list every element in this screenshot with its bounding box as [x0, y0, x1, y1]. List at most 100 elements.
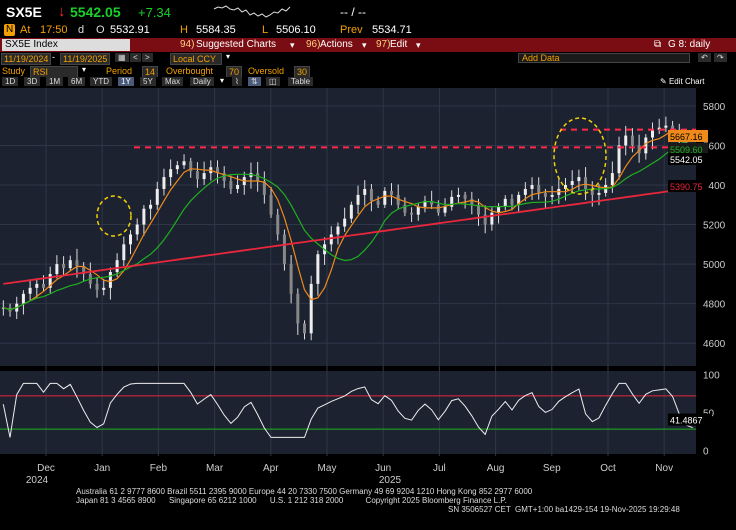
candle-body [664, 125, 668, 128]
arrow-right-icon[interactable]: > [142, 53, 153, 62]
candle-body [75, 260, 79, 267]
candle-body [483, 214, 487, 225]
oversold-label: Oversold [248, 66, 285, 76]
rsi-tick-label: 0 [703, 447, 709, 458]
range-1y-button[interactable]: 1Y [118, 77, 134, 86]
undo-icon[interactable]: ↶ [698, 53, 711, 62]
candle-body [624, 135, 628, 146]
candle-body [175, 165, 179, 170]
candle-body [262, 181, 266, 195]
footer-line-1: Australia 61 2 9777 8600 Brazil 5511 239… [76, 487, 533, 496]
candle-body [269, 194, 273, 215]
year-label: 2025 [379, 475, 402, 486]
d-label: d [78, 24, 85, 36]
month-tick-label: May [318, 463, 337, 474]
month-tick-label: Aug [487, 463, 505, 474]
chevron-down-icon: ▾ [290, 40, 295, 50]
line-style-icon[interactable]: ⌇ [232, 77, 242, 86]
chevron-down-icon: ▾ [362, 40, 367, 50]
start-date-input[interactable]: 11/19/2024 [1, 53, 52, 65]
ma-mid-line [3, 139, 693, 311]
table-button[interactable]: Table [288, 77, 314, 86]
price-tick-label: 5400 [703, 181, 726, 192]
month-tick-label: Jul [433, 463, 446, 474]
candle-body [543, 192, 547, 197]
edit-menu[interactable]: Edit [390, 39, 408, 50]
edit-chart-label: Edit Chart [668, 77, 705, 86]
rsi-line [2, 382, 693, 438]
candle-body [369, 188, 373, 201]
candle-body [403, 204, 407, 213]
candle-body [537, 185, 541, 193]
candle-body [523, 188, 527, 195]
candle-style-icon[interactable]: ⇅ [248, 77, 261, 86]
month-tick-label: Jun [375, 463, 391, 474]
candle-body [276, 214, 280, 235]
overbought-label: Overbought [166, 66, 214, 76]
edit-chart-link[interactable]: ✎ Edit Chart [660, 77, 705, 86]
actions-num: 96) [306, 39, 321, 50]
add-data-input[interactable]: Add Data [518, 53, 690, 63]
period-input[interactable]: 14 [142, 66, 159, 78]
last-price: 5542.05 [70, 4, 121, 20]
candle-body [376, 200, 380, 205]
candle-body [142, 208, 146, 225]
candle-body [202, 173, 206, 180]
range-1d-button[interactable]: 1D [2, 77, 19, 86]
candle-body [35, 283, 39, 288]
candle-body [644, 137, 648, 154]
candle-body [436, 204, 440, 213]
menu-bar: SX5E Index 94) Suggested Charts ▾ 96) Ac… [0, 38, 736, 52]
range-5y-button[interactable]: 5Y [140, 77, 156, 86]
footer: Australia 61 2 9777 8600 Brazil 5511 239… [0, 486, 736, 530]
ma-fast-tag: 5667.16 [670, 132, 703, 142]
candle-body [55, 264, 59, 274]
calendar-icon[interactable]: ▦ [115, 53, 129, 62]
price-tick-label: 5200 [703, 221, 726, 232]
redo-icon[interactable]: ↷ [714, 53, 727, 62]
range-3d-button[interactable]: 3D [24, 77, 41, 86]
candle-body [630, 135, 634, 146]
popout-icon[interactable]: ⧉ [654, 39, 662, 50]
range-max-button[interactable]: Max [162, 77, 184, 86]
open-value: 5532.91 [110, 24, 150, 36]
range-1m-button[interactable]: 1M [46, 77, 64, 86]
chart-type-icon[interactable]: ◫ [266, 77, 280, 86]
month-tick-label: Nov [655, 463, 673, 474]
candle-body [122, 244, 126, 261]
currency-select[interactable]: Local CCY [170, 53, 222, 65]
candle-body [169, 169, 173, 178]
arrow-left-icon[interactable]: < [130, 53, 141, 62]
security-field[interactable]: SX5E Index [2, 39, 130, 51]
highlight-ellipse [553, 117, 607, 195]
suggested-charts-menu[interactable]: Suggested Charts [196, 39, 277, 50]
actions-menu[interactable]: Actions [320, 39, 353, 50]
low-label: L [262, 24, 269, 36]
price-tick-label: 5000 [703, 260, 726, 271]
end-date-input[interactable]: 11/19/2025 [60, 53, 111, 65]
net-change: +7.34 [138, 5, 171, 20]
range-6m-button[interactable]: 6M [68, 77, 86, 86]
price-tick-label: 5800 [703, 102, 726, 113]
candle-body [610, 173, 614, 185]
candle-body [195, 171, 199, 180]
range-ytd-button[interactable]: YTD [90, 77, 112, 86]
graph-selector[interactable]: G 8: daily [668, 39, 711, 50]
candle-body [390, 190, 393, 195]
candle-body [155, 188, 159, 205]
frequency-select[interactable]: Daily [190, 77, 214, 86]
candle-body [129, 234, 132, 245]
news-badge[interactable]: N [4, 24, 16, 36]
candle-body [48, 274, 52, 288]
candle-body [416, 206, 420, 215]
price-chart[interactable]: 5800 5600 5400 5200 5000 4800 4600 Dec Jan Feb Mar… [0, 88, 736, 486]
quote-time: 17:50 [40, 24, 68, 36]
down-arrow-icon: ↓ [58, 3, 66, 20]
candle-body [343, 218, 347, 227]
candle-body [517, 194, 521, 205]
candle-body [189, 161, 193, 172]
candle-body [617, 145, 621, 174]
candle-body [456, 194, 460, 197]
price-panel-bg [0, 88, 696, 366]
candle-body [162, 177, 166, 189]
